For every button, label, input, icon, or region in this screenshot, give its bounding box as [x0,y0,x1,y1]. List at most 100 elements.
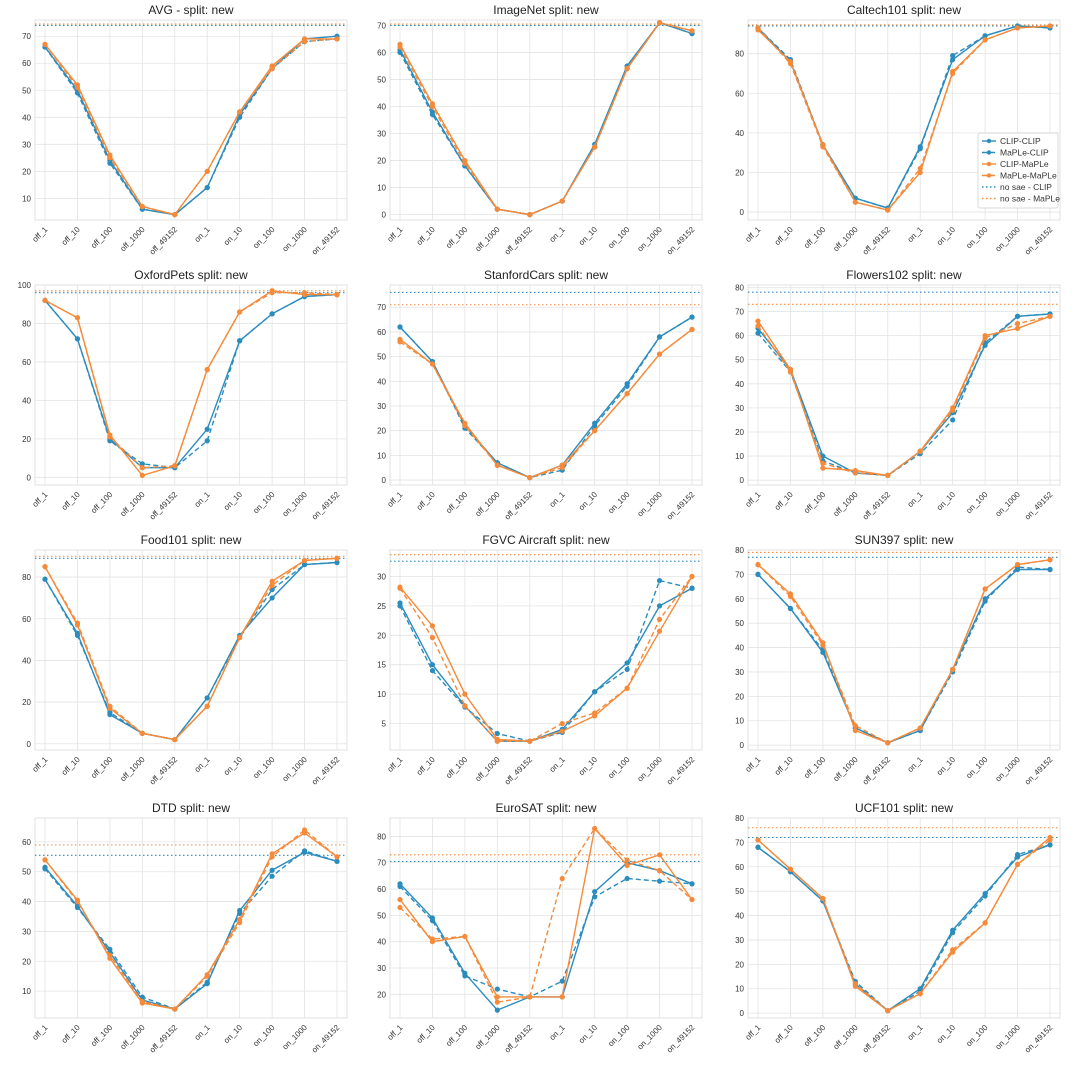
data-point [334,559,340,566]
plot-area [389,549,703,751]
x-tick-label: on_1 [548,490,567,509]
data-point [689,326,695,333]
legend-marker [986,173,992,178]
y-tick-label: 60 [22,59,31,68]
x-tick-label: off_100 [444,755,470,781]
x-tick-label: off_10 [415,490,437,512]
data-point [656,616,663,623]
data-point [269,290,275,296]
y-tick-label: 80 [22,573,31,582]
y-tick-label: 0 [740,476,745,485]
data-point [107,703,113,709]
y-tick-label: 40 [22,898,31,907]
y-tick-label: 80 [377,832,386,841]
x-tick-label: off_1 [31,225,50,244]
data-point [172,736,178,743]
x-tick-label: off_1000 [473,225,502,254]
x-tick-label: on_100 [251,490,277,516]
y-tick-label: 70 [377,21,386,30]
data-point [204,695,210,701]
data-point [269,854,275,860]
y-tick-label: 60 [22,358,31,367]
x-tick-label: off_10 [415,225,437,247]
y-tick-label: 10 [22,194,31,203]
series-line [757,566,1051,744]
data-point [204,438,210,444]
y-tick-label: 40 [735,644,744,653]
data-point [820,453,826,459]
series-line [44,38,338,216]
data-point [397,904,403,911]
data-point [755,25,761,31]
x-tick-label: off_49152 [148,225,180,257]
data-point [269,582,275,589]
y-tick-label: 50 [735,887,744,896]
x-tick-label: off_1 [744,755,763,774]
data-point [1047,23,1053,29]
data-point [885,740,891,746]
data-point [237,338,243,344]
x-tick-label: off_1 [744,490,763,509]
chart-title: FGVC Aircraft split: new [482,533,610,547]
x-tick-label: on_10 [577,490,599,512]
data-point [107,946,113,952]
y-tick-label: 20 [735,960,744,969]
x-tick-label: on_10 [577,755,599,777]
data-point [397,603,403,609]
x-tick-label: on_1000 [281,490,310,519]
x-tick-label: on_100 [606,225,632,251]
x-tick-label: off_49152 [503,490,535,522]
chart-panel-9: off_1 off_10 off_100 off_1000 off_49152 on_1 o… [713,530,1071,795]
y-tick-label: 0 [27,740,32,749]
plot-area [747,549,1061,751]
y-tick-label: 20 [377,990,386,999]
chart-title: Caltech101 split: new [847,3,961,17]
x-tick-label: off_49152 [861,755,893,787]
y-tick-label: 20 [22,957,31,966]
x-tick-label: off_49152 [503,225,535,257]
x-tick-label: on_100 [964,755,990,781]
x-tick-label: on_10 [935,1023,957,1045]
x-tick-label: on_100 [964,225,990,251]
y-tick-label: 60 [735,595,744,604]
data-point [917,725,923,731]
y-tick-label: 50 [377,75,386,84]
y-tick-label: 0 [382,476,387,485]
chart-title: Food101 split: new [141,533,242,547]
series-line [44,293,338,469]
data-point [397,49,403,56]
chart-svg: off_1 off_10 off_100 off_1000 off_49152 on_1 o… [22,801,348,1055]
data-point [624,391,630,397]
data-point [204,973,210,979]
chart-svg: off_1 off_10 off_100 off_1000 off_49152 on_1 o… [377,268,703,522]
data-point [494,1007,500,1013]
data-point [139,465,145,471]
data-point [301,827,308,833]
x-tick-label: off_100 [444,1023,470,1049]
chart-panel-5: off_1 off_10 off_100 off_1000 off_49152 on_1 o… [355,265,713,530]
chart-panel-11: off_1 off_10 off_100 off_1000 off_49152 on_1 o… [355,798,713,1063]
chart-svg: off_1 off_10 off_100 off_1000 off_49152 on_1 o… [22,3,348,257]
data-point [559,198,565,204]
x-tick-label: on_49152 [1023,1023,1055,1055]
x-tick-label: on_100 [964,490,990,516]
x-tick-label: on_100 [964,1023,990,1049]
data-point [429,103,436,110]
y-tick-label: 10 [735,717,744,726]
x-tick-label: off_10 [60,490,82,512]
series-line [399,576,693,742]
series-line [757,559,1051,744]
y-tick-label: 10 [22,987,31,996]
x-tick-label: off_1000 [118,1023,147,1052]
x-tick-label: on_1000 [281,755,310,784]
data-point [1047,842,1053,848]
y-tick-label: 40 [22,113,31,122]
y-tick-label: 40 [22,396,31,405]
data-point [527,738,533,744]
data-point [852,470,858,476]
x-tick-label: off_100 [444,225,470,251]
x-tick-label: on_1000 [994,225,1023,254]
y-tick-label: 100 [18,281,32,290]
data-point [42,297,48,303]
y-tick-label: 40 [735,129,744,138]
